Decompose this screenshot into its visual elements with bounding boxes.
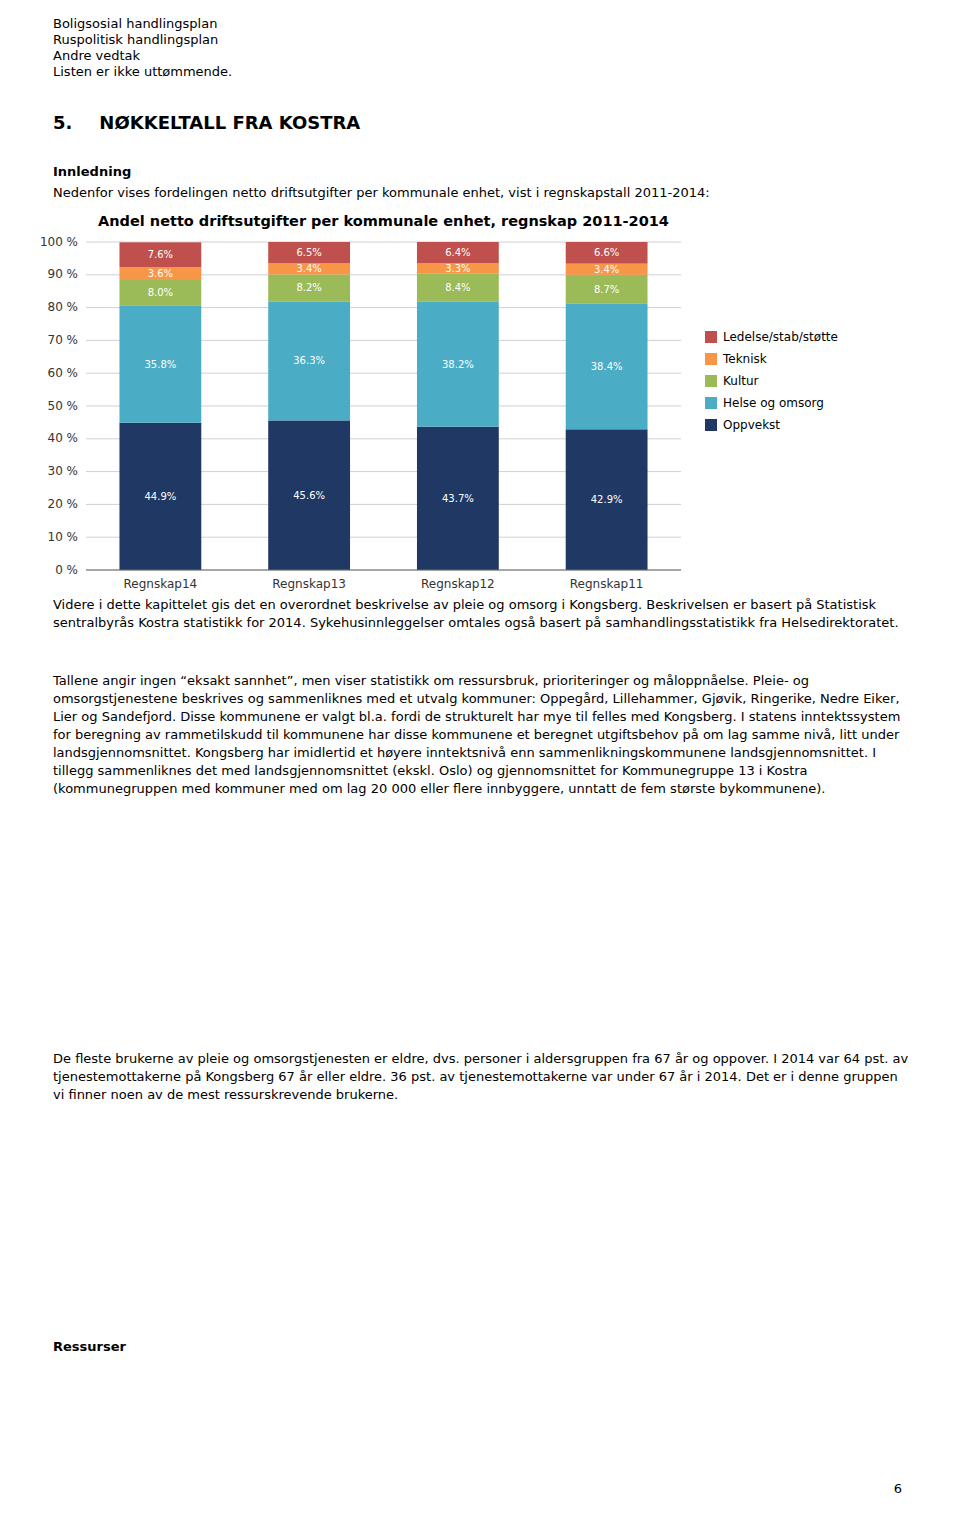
data-label: 3.3% [445,263,470,274]
data-label: 7.6% [148,249,173,260]
legend-swatch [705,353,717,365]
y-tick-label: 0 % [55,563,78,577]
grid [86,242,681,570]
bar-segment [417,274,499,302]
data-label: 43.7% [442,493,474,504]
bar-segment [417,427,499,570]
bar-segment [268,420,350,570]
x-tick-label: Regnskap13 [272,577,346,591]
y-tick-label: 100 % [40,235,78,249]
bar-segment [417,263,499,274]
legend: Ledelse/stab/støtte Teknisk Kultur Helse og… [705,330,838,432]
y-tick-label: 30 % [48,464,79,478]
bar-segment [417,242,499,263]
legend-swatch [705,419,717,431]
data-label: 3.4% [296,263,321,274]
header-line: Listen er ikke uttømmende. [53,64,913,80]
y-tick-label: 10 % [48,530,79,544]
data-label: 35.8% [144,359,176,370]
legend-label: Ledelse/stab/støtte [723,330,838,344]
legend-swatch [705,397,717,409]
legend-label: Teknisk [722,352,767,366]
data-label: 36.3% [293,355,325,366]
data-label: 8.7% [594,284,619,295]
intro-text: Nedenfor vises fordelingen netto driftsu… [53,184,913,202]
x-tick-label: Regnskap14 [124,577,198,591]
bar-segment [566,303,648,429]
data-label: 3.6% [148,268,173,279]
data-label: 8.0% [148,287,173,298]
data-label: 8.4% [445,282,470,293]
chart: Andel netto driftsutgifter per kommunale… [0,0,960,620]
bar-segment [566,264,648,275]
bar-segment [268,301,350,420]
body-paragraph: Videre i dette kapittelet gis det en ove… [53,596,913,632]
data-label: 8.2% [296,282,321,293]
bar-segment [119,279,201,305]
x-tick-label: Regnskap12 [421,577,495,591]
header-line: Andre vedtak [53,48,913,64]
grid-line [86,570,681,571]
y-tick-label: 70 % [48,333,79,347]
bar-segment [566,275,648,304]
legend-swatch [705,375,717,387]
data-label: 42.9% [591,494,623,505]
x-axis [86,570,681,571]
body-paragraph: Tallene angir ingen “eksakt sannhet”, me… [53,672,913,798]
y-tick-label: 50 % [48,399,79,413]
bar-segment [119,423,201,570]
data-label: 6.6% [594,247,619,258]
legend-label: Kultur [723,374,759,388]
y-tick-label: 90 % [48,267,79,281]
body-paragraph: De fleste brukerne av pleie og omsorgstj… [53,1050,913,1104]
header-line: Ruspolitisk handlingsplan [53,32,913,48]
bar-segment [268,274,350,301]
intro-heading: Innledning [53,163,913,181]
bar-segment [417,301,499,426]
section-title: 5. NØKKELTALL FRA KOSTRA [53,112,913,134]
legend-label: Helse og omsorg [723,396,824,410]
data-label: 38.4% [591,361,623,372]
data-label: 44.9% [144,491,176,502]
data-label: 6.5% [296,247,321,258]
footer-heading: Ressurser [53,1338,913,1356]
header-line: Boligsosial handlingsplan [53,16,913,32]
chart-title: Andel netto driftsutgifter per kommunale… [98,213,669,229]
bar-segment [119,267,201,279]
data-label: 45.6% [293,490,325,501]
bar-segment [268,263,350,274]
legend-swatch [705,331,717,343]
data-labels: 44.9% 45.6% 43.7% 42.9% 35.8% 36.3% 38.2% 38.4%… [144,247,622,505]
page-number: 6 [0,1480,902,1498]
bar-segment [119,305,201,422]
bar-segment [566,242,648,264]
data-label: 6.4% [445,247,470,258]
bars [119,242,647,570]
data-label: 38.2% [442,359,474,370]
y-tick-label: 20 % [48,497,79,511]
bar-segment [119,242,201,267]
legend-label: Oppvekst [723,418,780,432]
data-label: 3.4% [594,264,619,275]
y-tick-label: 80 % [48,300,79,314]
bar-segment [566,429,648,570]
bar-segment [268,242,350,263]
y-tick-label: 60 % [48,366,79,380]
y-tick-label: 40 % [48,431,79,445]
x-tick-label: Regnskap11 [570,577,644,591]
